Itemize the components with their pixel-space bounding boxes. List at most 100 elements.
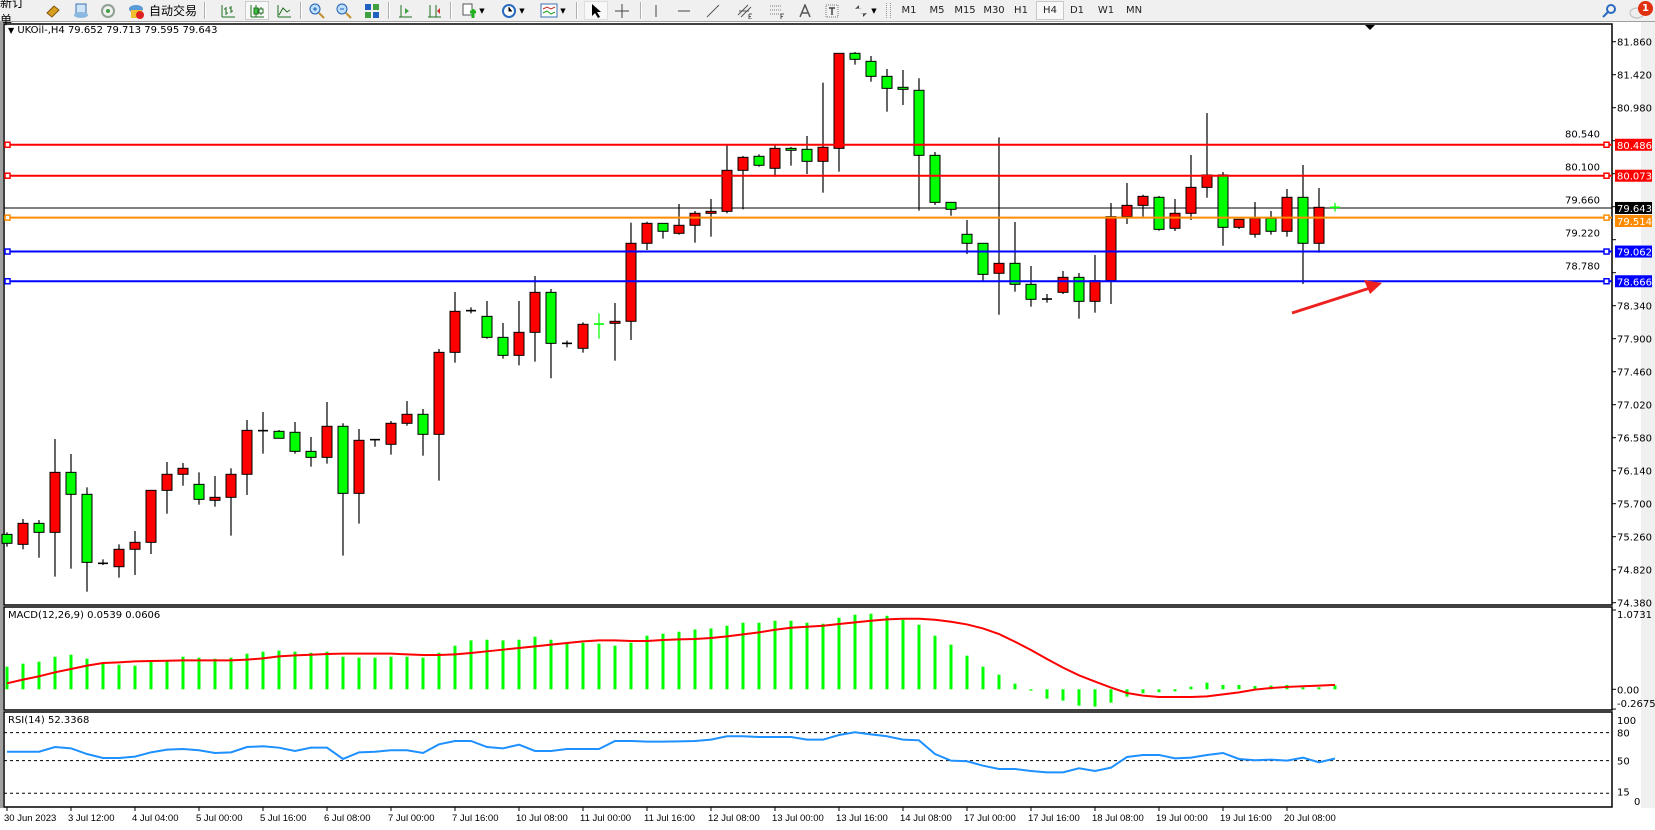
price-tick-label: 78.780 <box>1565 262 1600 273</box>
bar-chart-icon[interactable] <box>218 1 238 20</box>
current-price-label: 79.643 <box>1617 204 1652 215</box>
new-chart-button[interactable]: ▼ <box>456 1 490 20</box>
vertical-line-icon[interactable] <box>646 1 666 20</box>
candle-body <box>577 323 589 349</box>
macd-histogram-bar <box>949 644 953 690</box>
time-tick-label: 3 Jul 12:00 <box>68 813 114 824</box>
zoom-out-icon[interactable] <box>334 1 354 20</box>
timeframe-mn[interactable]: MN <box>1125 5 1143 16</box>
macd-histogram-bar <box>1189 686 1193 690</box>
candle <box>817 82 829 193</box>
candle-body <box>1137 195 1149 206</box>
signals-icon[interactable] <box>99 1 117 20</box>
chart-window[interactable]: 81.860 81.420 80.980 80.540 80.100 79.660 79.2… <box>0 22 1655 830</box>
candle-body <box>1217 174 1229 228</box>
macd-histogram-bar <box>1301 687 1305 690</box>
macd-histogram-bar <box>757 622 761 690</box>
annotation-arrow-head-icon <box>1364 280 1382 294</box>
line-anchor-handle <box>4 248 11 255</box>
time-tick-label: 12 Jul 08:00 <box>708 813 760 824</box>
candle <box>49 438 61 577</box>
macd-histogram-bar <box>341 656 345 690</box>
candle-body <box>785 147 797 151</box>
macd-histogram-bar <box>997 674 1001 690</box>
candle <box>129 531 141 576</box>
candle <box>753 154 765 167</box>
time-tick-label: 5 Jul 00:00 <box>196 813 242 824</box>
candle <box>353 429 365 524</box>
timeframe-h4[interactable]: H4 <box>1036 1 1064 20</box>
candle <box>81 487 93 592</box>
timeframe-m30[interactable]: M30 <box>983 5 1005 16</box>
price-tick-label: 76.140 <box>1617 467 1652 478</box>
search-icon[interactable] <box>1600 1 1618 20</box>
candle <box>594 313 604 339</box>
candle <box>33 520 45 558</box>
new-order-button[interactable]: 新订单 <box>0 0 34 27</box>
trendline-icon[interactable] <box>703 1 723 20</box>
zoom-in-icon[interactable] <box>307 1 327 20</box>
time-tick-label: 10 Jul 08:00 <box>516 813 568 824</box>
collapse-triangle-icon[interactable]: ▼ <box>8 26 15 35</box>
templates-button[interactable]: ▼ <box>536 1 570 20</box>
macd-histogram-bar <box>869 613 873 690</box>
timeframe-d1[interactable]: D1 <box>1069 5 1085 16</box>
chart-title: UKOil-,H4 79.652 79.713 79.595 79.643 <box>17 25 218 36</box>
market-watch-icon[interactable] <box>44 1 62 20</box>
line-anchor-handle <box>1603 141 1610 148</box>
candle-body <box>177 467 189 475</box>
toolbar-separator <box>576 2 578 19</box>
timeframe-m5[interactable]: M5 <box>929 5 945 16</box>
candlestick-icon[interactable] <box>245 1 269 20</box>
candle <box>657 222 669 239</box>
autoscroll-icon[interactable] <box>424 1 444 20</box>
macd-histogram-bar <box>773 620 777 690</box>
arrows-button[interactable]: ▼ <box>849 1 881 20</box>
candle <box>1042 294 1052 303</box>
line-chart-icon[interactable] <box>274 1 294 20</box>
time-tick-label: 17 Jul 16:00 <box>1028 813 1080 824</box>
candle <box>370 438 380 447</box>
tile-windows-icon[interactable] <box>362 1 382 20</box>
candle-body <box>865 60 877 77</box>
candle-body <box>1201 174 1213 188</box>
text-label-icon[interactable] <box>822 1 842 20</box>
macd-histogram-bar <box>277 650 281 690</box>
data-window-icon[interactable] <box>72 1 90 20</box>
text-icon[interactable] <box>795 1 815 20</box>
toolbar-grip[interactable] <box>886 3 891 18</box>
candle <box>258 411 268 454</box>
candle <box>289 422 301 454</box>
fibonacci-icon[interactable] <box>766 1 788 20</box>
macd-histogram-bar <box>645 635 649 690</box>
candle-body <box>49 471 61 533</box>
auto-trading-button[interactable]: 自动交易 <box>148 1 198 20</box>
candle-body <box>113 548 125 568</box>
macd-histogram-bar <box>533 636 537 690</box>
auto-trading-icon[interactable] <box>126 1 146 20</box>
timeframe-m1[interactable]: M1 <box>901 5 917 16</box>
horizontal-line-icon[interactable] <box>674 1 694 20</box>
new-order-label: 新订单 <box>0 0 25 27</box>
timeframe-h1[interactable]: H1 <box>1014 5 1028 16</box>
candle-body <box>1105 216 1117 282</box>
timeframe-w1[interactable]: W1 <box>1097 5 1115 16</box>
candle-body <box>33 522 45 533</box>
macd-title: MACD(12,26,9) 0.0539 0.0606 <box>8 610 161 621</box>
timeframe-m15[interactable]: M15 <box>954 5 976 16</box>
crosshair-icon[interactable] <box>612 1 632 20</box>
rsi-line <box>7 731 1336 774</box>
periodicity-button[interactable]: ▼ <box>496 1 530 20</box>
macd-histogram-bar <box>597 643 601 690</box>
macd-histogram-bar <box>261 651 265 690</box>
cursor-icon[interactable] <box>584 1 608 20</box>
candle <box>929 151 941 205</box>
candle <box>545 288 557 379</box>
candle <box>337 423 349 556</box>
price-tick-label: 74.820 <box>1617 566 1652 577</box>
toolbar-separator <box>450 2 452 19</box>
chart-shift-icon[interactable] <box>395 1 415 20</box>
equidistant-channel-icon[interactable] <box>734 1 756 20</box>
line-anchor-handle <box>1603 214 1610 221</box>
line-price-label-bg <box>1615 275 1652 288</box>
